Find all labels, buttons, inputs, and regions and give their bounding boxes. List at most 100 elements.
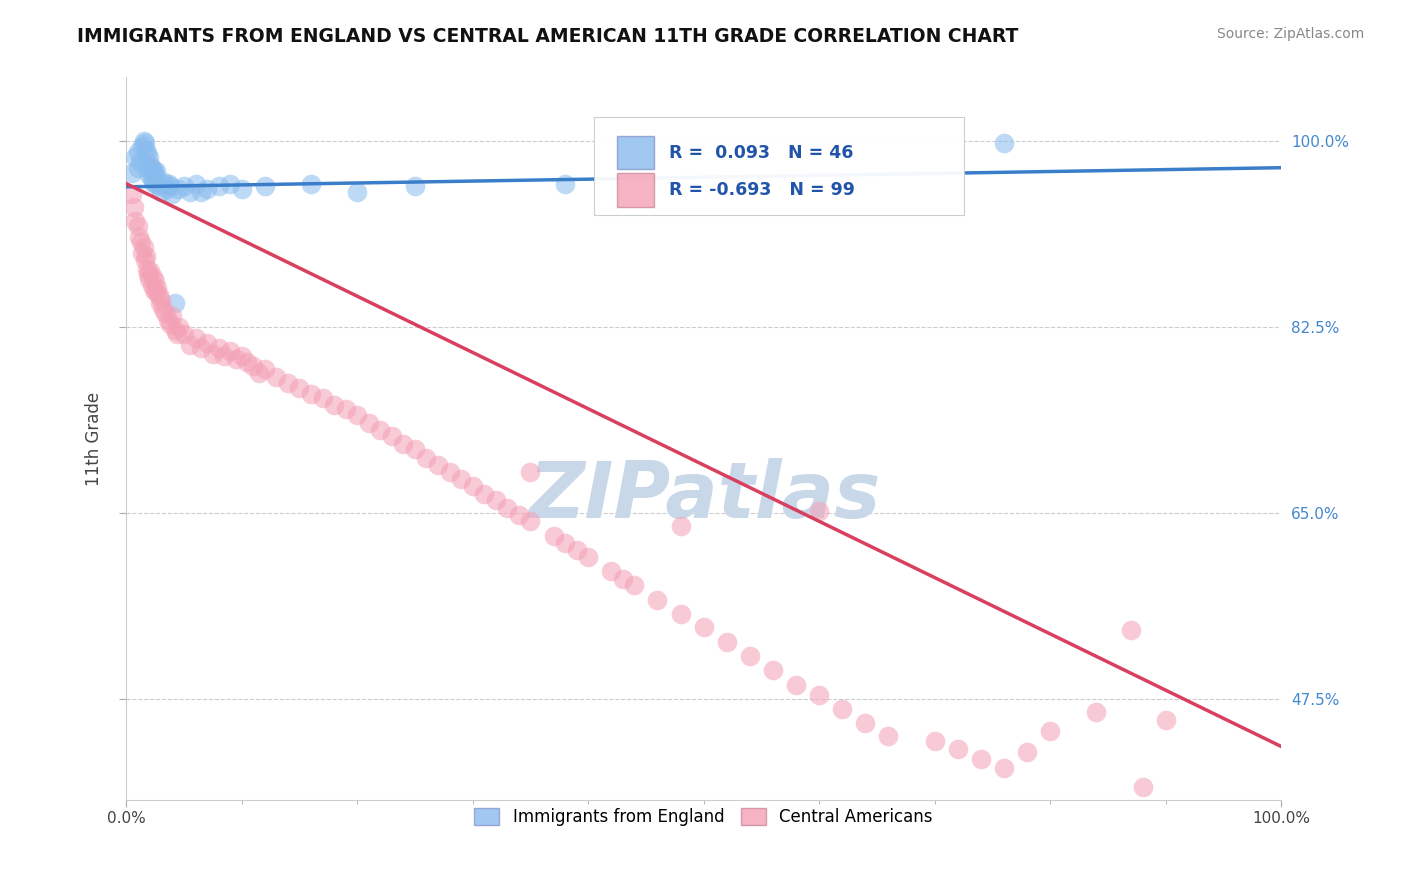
Point	[136, 267, 159, 281]
Point	[623, 578, 645, 592]
Point	[195, 335, 218, 350]
Point	[877, 729, 900, 743]
Point	[543, 529, 565, 543]
Point	[131, 139, 153, 153]
Point	[439, 466, 461, 480]
Point	[169, 320, 191, 334]
Point	[461, 479, 484, 493]
Point	[136, 161, 159, 175]
Point	[762, 663, 785, 677]
Point	[139, 263, 162, 277]
Point	[808, 504, 831, 518]
Point	[156, 182, 179, 196]
Point	[485, 493, 508, 508]
Point	[148, 178, 170, 193]
Point	[141, 171, 163, 186]
Point	[138, 150, 160, 164]
Point	[346, 408, 368, 422]
Point	[288, 380, 311, 394]
Point	[167, 182, 190, 196]
Point	[357, 416, 380, 430]
Point	[225, 351, 247, 366]
Point	[368, 423, 391, 437]
Point	[1132, 780, 1154, 794]
Point	[692, 620, 714, 634]
Point	[155, 306, 177, 320]
Point	[970, 752, 993, 766]
Point	[179, 338, 201, 352]
Point	[124, 200, 146, 214]
Point	[138, 168, 160, 182]
Text: R =  0.093   N = 46: R = 0.093 N = 46	[669, 144, 853, 161]
FancyBboxPatch shape	[617, 136, 654, 169]
Point	[993, 761, 1015, 775]
Point	[149, 295, 172, 310]
Point	[149, 185, 172, 199]
Point	[785, 678, 807, 692]
Point	[299, 177, 322, 191]
Point	[415, 450, 437, 465]
Point	[190, 341, 212, 355]
Point	[669, 518, 692, 533]
Point	[159, 317, 181, 331]
Point	[946, 741, 969, 756]
Point	[152, 301, 174, 316]
Point	[136, 147, 159, 161]
Legend: Immigrants from England, Central Americans: Immigrants from England, Central America…	[467, 800, 941, 835]
Point	[508, 508, 530, 522]
Point	[346, 185, 368, 199]
Point	[162, 187, 184, 202]
Point	[1015, 745, 1038, 759]
Point	[924, 734, 946, 748]
Point	[135, 249, 157, 263]
Point	[993, 136, 1015, 151]
Point	[716, 635, 738, 649]
Point	[427, 458, 450, 472]
Point	[145, 285, 167, 299]
Point	[124, 214, 146, 228]
Point	[1039, 723, 1062, 738]
Point	[184, 330, 207, 344]
Point	[138, 272, 160, 286]
Point	[163, 323, 186, 337]
Point	[128, 229, 150, 244]
Point	[142, 166, 165, 180]
Point	[173, 178, 195, 193]
Point	[1119, 623, 1142, 637]
Point	[231, 182, 253, 196]
Point	[472, 486, 495, 500]
Point	[808, 689, 831, 703]
Point	[131, 245, 153, 260]
Point	[139, 157, 162, 171]
Point	[576, 550, 599, 565]
Point	[853, 716, 876, 731]
Point	[669, 607, 692, 621]
Point	[207, 341, 229, 355]
Point	[146, 281, 169, 295]
Point	[266, 370, 288, 384]
Point	[738, 649, 761, 664]
Point	[127, 145, 149, 159]
Point	[323, 397, 346, 411]
Point	[219, 344, 242, 359]
Point	[242, 359, 264, 374]
Point	[149, 293, 172, 308]
Point	[190, 185, 212, 199]
Point	[195, 182, 218, 196]
Point	[647, 593, 669, 607]
Point	[157, 177, 180, 191]
Point	[143, 168, 166, 182]
Point	[600, 564, 623, 578]
Point	[311, 391, 333, 405]
Point	[392, 437, 415, 451]
FancyBboxPatch shape	[617, 173, 654, 207]
Point	[134, 136, 156, 151]
Point	[121, 187, 143, 202]
Point	[519, 514, 541, 528]
FancyBboxPatch shape	[593, 117, 963, 215]
Point	[1085, 706, 1108, 720]
Point	[831, 702, 853, 716]
Y-axis label: 11th Grade: 11th Grade	[86, 392, 103, 485]
Text: R = -0.693   N = 99: R = -0.693 N = 99	[669, 181, 855, 199]
Point	[129, 155, 152, 169]
